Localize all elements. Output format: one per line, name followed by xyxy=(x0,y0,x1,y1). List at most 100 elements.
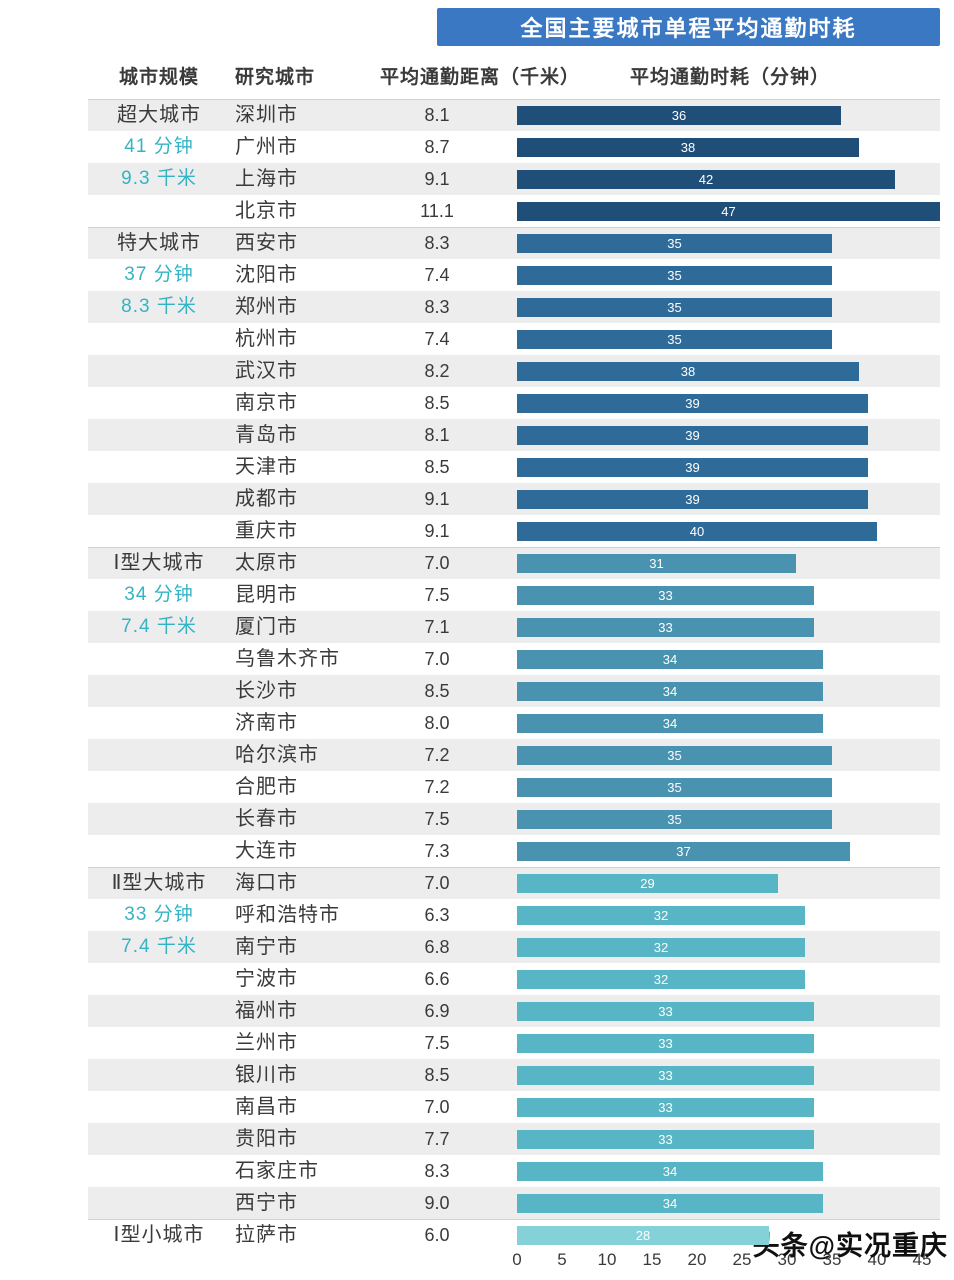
city-name: 西宁市 xyxy=(235,1192,298,1214)
time-bar: 35 xyxy=(517,809,832,829)
time-bar-value: 35 xyxy=(667,235,682,251)
distance-value: 8.5 xyxy=(424,681,450,701)
time-bar: 35 xyxy=(517,265,832,285)
time-bar: 31 xyxy=(517,553,796,573)
city-name: 青岛市 xyxy=(235,424,298,446)
time-bar: 40 xyxy=(517,521,877,541)
time-bar: 39 xyxy=(517,393,868,413)
column-header-city-scale: 城市规模 xyxy=(118,66,199,88)
city-name: 海口市 xyxy=(235,872,298,894)
time-bar: 33 xyxy=(517,1065,814,1085)
group-separator xyxy=(88,99,940,100)
distance-value: 7.5 xyxy=(424,585,450,605)
group-name: 特大城市 xyxy=(117,232,201,254)
city-name: 广州市 xyxy=(235,136,298,158)
time-bar-value: 34 xyxy=(662,651,678,667)
distance-value: 7.0 xyxy=(424,553,450,573)
axis-tick: 25 xyxy=(732,1250,752,1269)
time-bar: 32 xyxy=(517,969,805,989)
time-bar: 33 xyxy=(517,1097,814,1117)
city-name: 重庆市 xyxy=(235,520,298,542)
distance-value: 9.1 xyxy=(424,521,450,541)
time-bar: 39 xyxy=(517,457,868,477)
column-header-avg-distance: 平均通勤距离（千米） xyxy=(379,66,580,88)
distance-value: 8.1 xyxy=(424,105,450,125)
city-name: 呼和浩特市 xyxy=(235,904,340,926)
distance-value: 7.0 xyxy=(424,873,450,893)
time-bar-value: 34 xyxy=(662,715,678,731)
group-separator xyxy=(88,867,940,868)
city-name: 上海市 xyxy=(235,168,298,190)
time-bar-value: 34 xyxy=(662,1163,678,1179)
city-name: 南昌市 xyxy=(235,1096,298,1118)
time-bar-value: 36 xyxy=(671,107,687,123)
time-bar: 35 xyxy=(517,297,832,317)
distance-value: 6.9 xyxy=(424,1001,450,1021)
city-name: 北京市 xyxy=(235,200,298,222)
city-name: 贵阳市 xyxy=(235,1128,298,1150)
time-bar: 33 xyxy=(517,1001,814,1021)
distance-value: 7.0 xyxy=(424,649,450,669)
distance-value: 7.0 xyxy=(424,1097,450,1117)
distance-value: 8.3 xyxy=(424,297,450,317)
city-name: 沈阳市 xyxy=(235,264,298,286)
time-bar-value: 32 xyxy=(653,971,669,987)
axis-tick: 0 xyxy=(512,1250,522,1269)
city-name: 深圳市 xyxy=(235,104,298,126)
row-stripe xyxy=(88,867,940,899)
time-bar: 39 xyxy=(517,489,868,509)
city-name: 郑州市 xyxy=(235,296,298,318)
group-label: 特大城市 37 分钟 8.3 千米 xyxy=(88,227,230,323)
axis-tick: 10 xyxy=(597,1250,617,1269)
city-name: 南京市 xyxy=(235,392,298,414)
distance-value: 9.1 xyxy=(424,489,450,509)
axis-tick: 30 xyxy=(777,1250,797,1269)
city-name: 合肥市 xyxy=(235,776,298,798)
chart-body: 深圳市 8.1 36 广州市 8.7 38 上海市 9.1 42 北京市 11.1 47 超大城市 41 … xyxy=(0,99,954,1251)
city-name: 福州市 xyxy=(235,1000,298,1022)
group-avg-time: 34 分钟 xyxy=(124,584,194,605)
time-bar-value: 35 xyxy=(667,779,682,795)
time-bar: 34 xyxy=(517,1161,823,1181)
group-separator xyxy=(88,1219,940,1220)
time-bar: 33 xyxy=(517,1033,814,1053)
group-avg-time: 37 分钟 xyxy=(124,264,194,285)
time-bar: 42 xyxy=(517,169,895,189)
distance-value: 8.1 xyxy=(424,425,450,445)
distance-value: 8.7 xyxy=(424,137,450,157)
city-name: 大连市 xyxy=(235,840,298,862)
time-bar: 32 xyxy=(517,937,805,957)
axis-tick: 20 xyxy=(687,1250,707,1269)
chart-title: 全国主要城市单程平均通勤时耗 xyxy=(437,8,940,46)
distance-value: 9.1 xyxy=(424,169,450,189)
group-label: Ⅱ型大城市 33 分钟 7.4 千米 xyxy=(88,867,230,963)
city-name: 昆明市 xyxy=(235,584,298,606)
time-bar-value: 28 xyxy=(635,1227,651,1243)
distance-value: 9.0 xyxy=(424,1193,450,1213)
group-separator xyxy=(88,227,940,228)
distance-value: 7.4 xyxy=(424,265,450,285)
time-bar: 38 xyxy=(517,361,859,381)
group-avg-distance: 8.3 千米 xyxy=(121,296,197,317)
axis-tick: 40 xyxy=(867,1250,887,1269)
table-header: 城市规模 研究城市 平均通勤距离（千米） 平均通勤时耗（分钟） xyxy=(0,58,954,92)
time-bar-value: 35 xyxy=(667,811,682,827)
time-bar-value: 32 xyxy=(653,907,669,923)
time-bar: 33 xyxy=(517,585,814,605)
city-name: 长沙市 xyxy=(235,680,298,702)
time-bar-value: 29 xyxy=(640,875,655,891)
group-label: Ⅰ型大城市 34 分钟 7.4 千米 xyxy=(88,547,230,643)
distance-value: 8.0 xyxy=(424,713,450,733)
time-bar: 39 xyxy=(517,425,868,445)
time-bar-value: 38 xyxy=(680,363,696,379)
time-bar-value: 39 xyxy=(685,491,700,507)
city-name: 济南市 xyxy=(235,712,298,734)
group-label: 超大城市 41 分钟 9.3 千米 xyxy=(88,99,230,195)
time-bar: 34 xyxy=(517,713,823,733)
axis-tick: 45 xyxy=(912,1250,932,1269)
time-bar-value: 33 xyxy=(658,619,673,635)
group-name: Ⅱ型大城市 xyxy=(111,872,207,894)
city-name: 太原市 xyxy=(235,552,298,574)
group-name: Ⅰ型小城市 xyxy=(113,1224,205,1246)
time-bar-value: 39 xyxy=(685,459,700,475)
